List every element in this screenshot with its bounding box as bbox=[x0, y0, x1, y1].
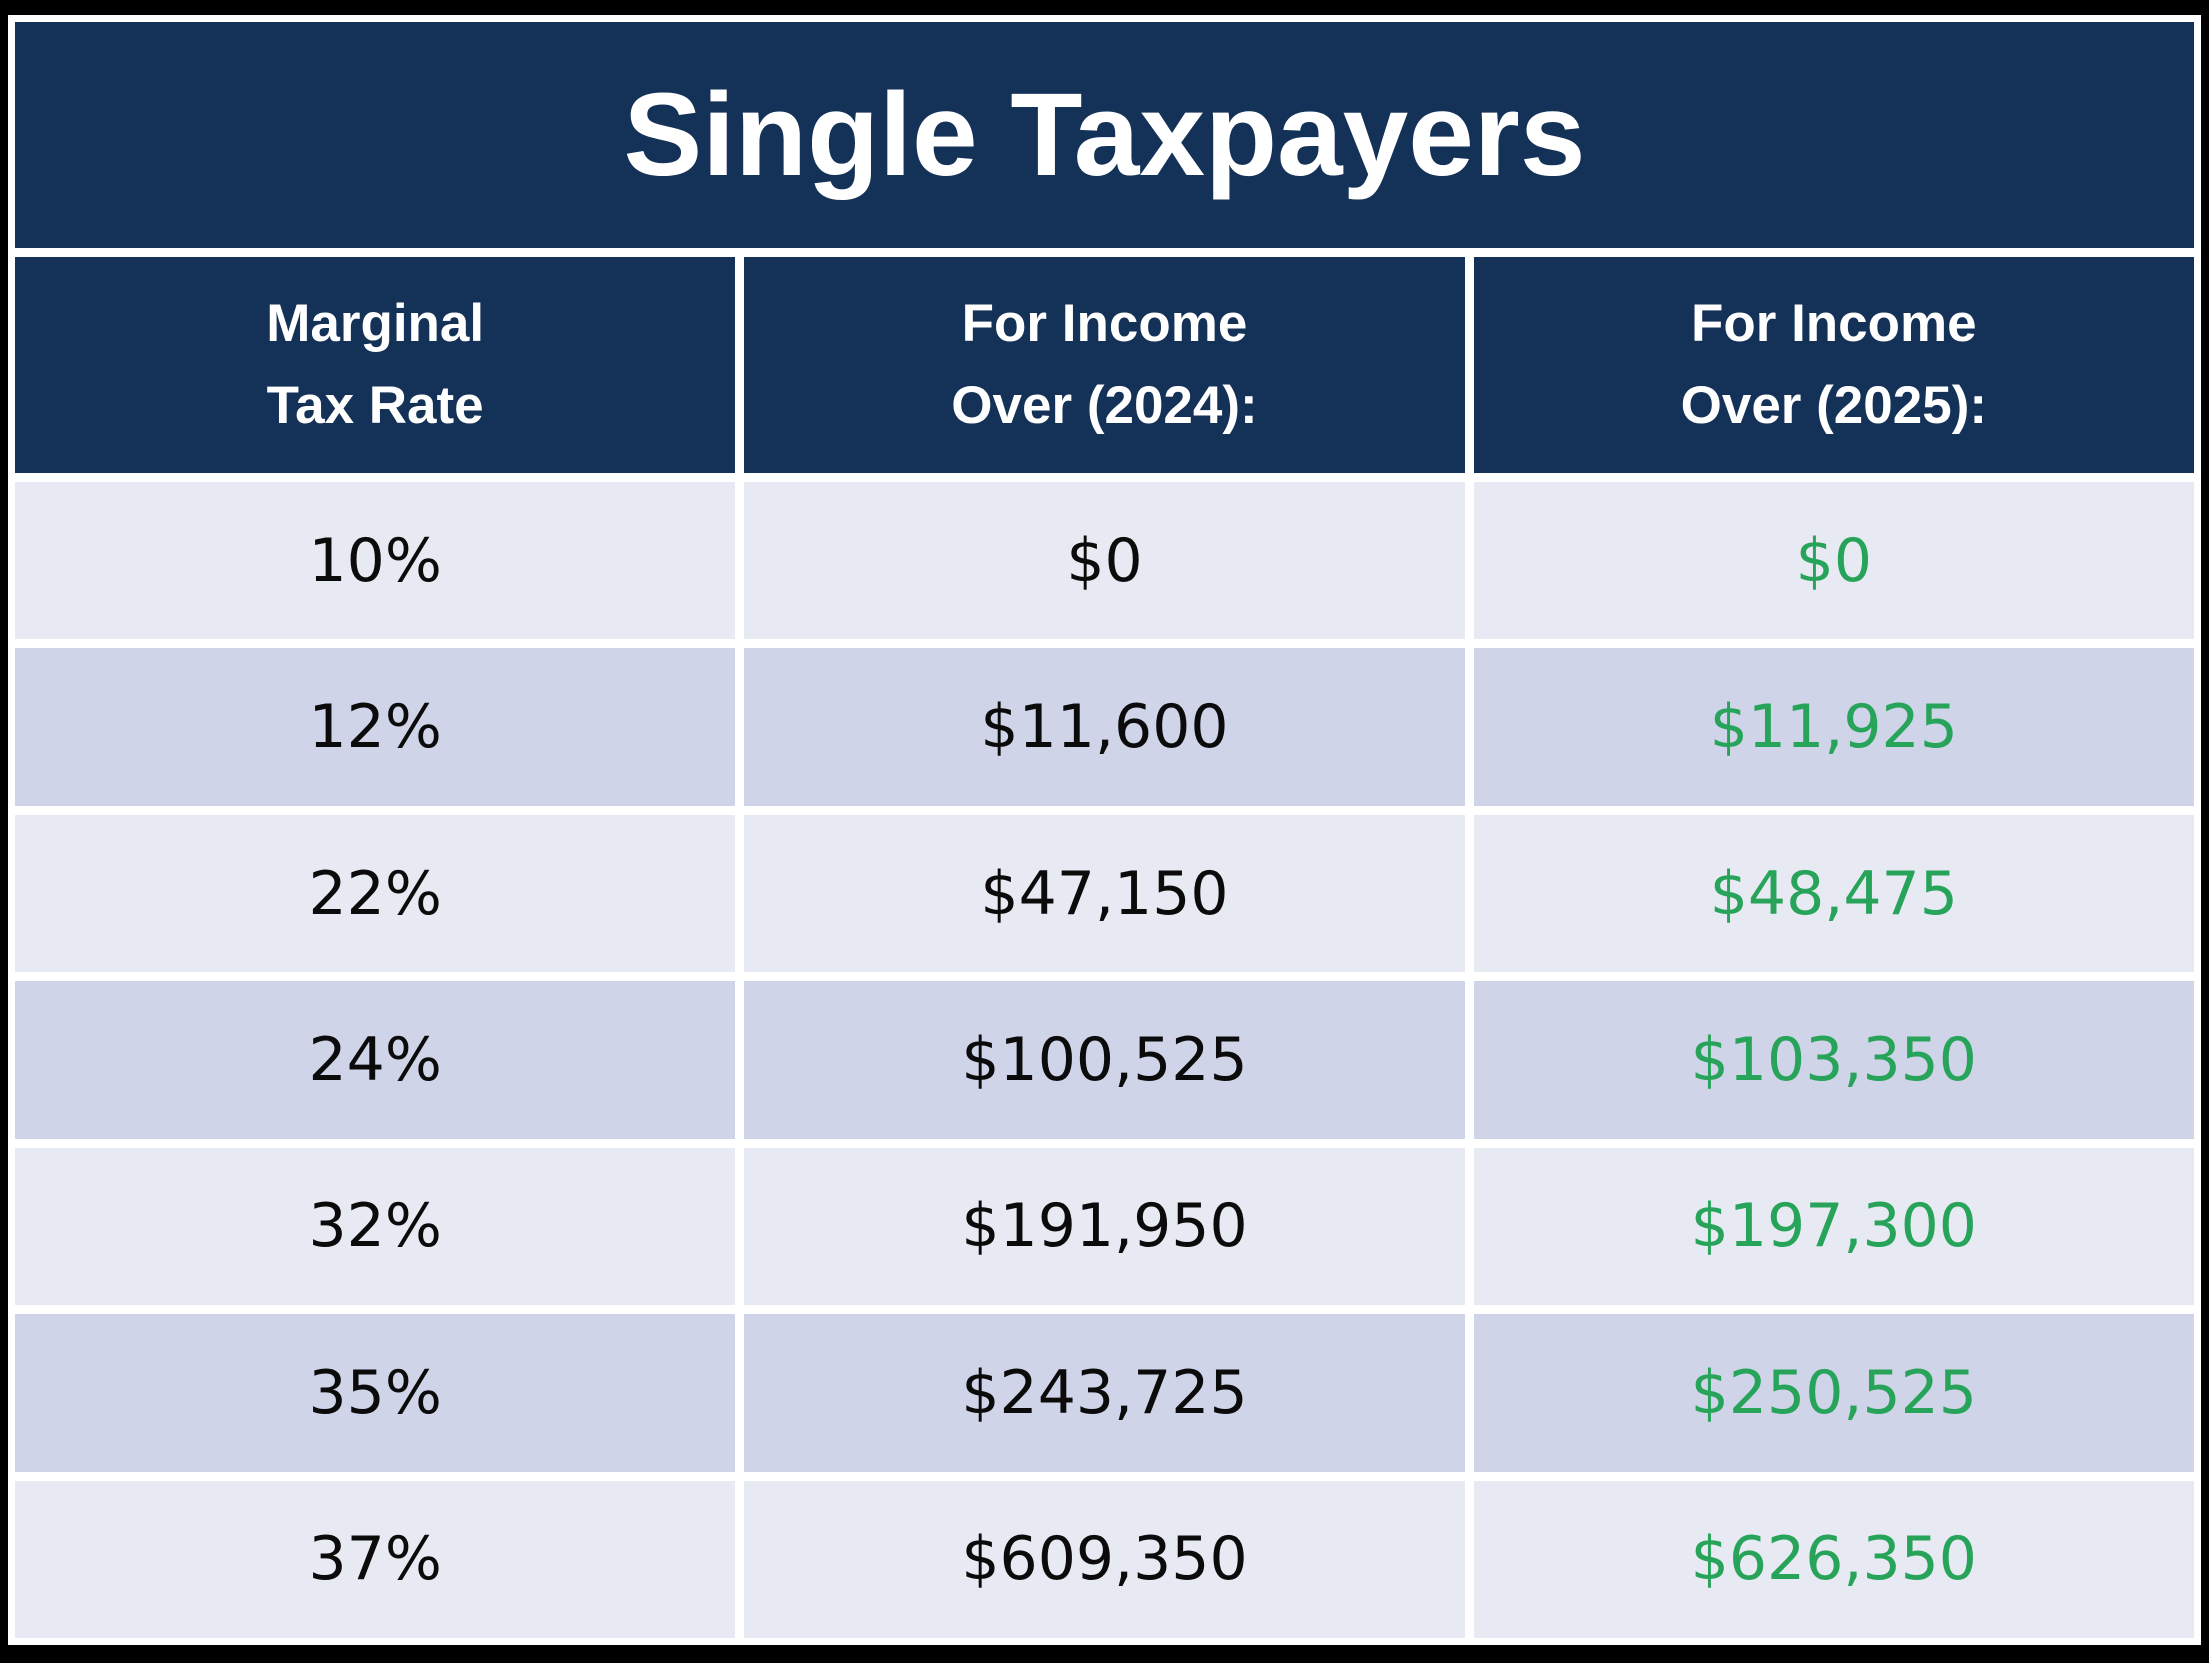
income-2024-cell: $0 bbox=[744, 482, 1465, 640]
rate-cell: 24% bbox=[15, 981, 736, 1139]
rate-cell: 10% bbox=[15, 482, 736, 640]
table-title-bar: Single Taxpayers bbox=[15, 22, 2194, 248]
column-header-income-2024: For Income Over (2024): bbox=[744, 257, 1465, 473]
income-2024-cell: $243,725 bbox=[744, 1314, 1465, 1472]
column-header-marginal-tax-rate: Marginal Tax Rate bbox=[15, 257, 736, 473]
rate-cell: 12% bbox=[15, 648, 736, 806]
income-2025-cell: $48,475 bbox=[1473, 814, 2194, 973]
rate-cell: 22% bbox=[15, 814, 736, 973]
page-title: Single Taxpayers bbox=[623, 69, 1586, 201]
column-header-income-2025: For Income Over (2025): bbox=[1473, 257, 2194, 473]
tax-bracket-table: Single Taxpayers Marginal Tax Rate For I… bbox=[8, 15, 2201, 1645]
income-2025-cell: $0 bbox=[1473, 482, 2194, 640]
income-2025-cell: $11,925 bbox=[1473, 648, 2194, 806]
rate-cell: 35% bbox=[15, 1314, 736, 1472]
rate-cell: 37% bbox=[15, 1480, 736, 1638]
income-2024-cell: $47,150 bbox=[744, 814, 1465, 973]
income-2025-cell: $197,300 bbox=[1473, 1147, 2194, 1306]
rate-cell: 32% bbox=[15, 1147, 736, 1306]
income-2024-cell: $609,350 bbox=[744, 1480, 1465, 1638]
income-2024-cell: $191,950 bbox=[744, 1147, 1465, 1306]
income-2024-cell: $11,600 bbox=[744, 648, 1465, 806]
income-2025-cell: $103,350 bbox=[1473, 981, 2194, 1139]
income-2024-cell: $100,525 bbox=[744, 981, 1465, 1139]
income-2025-cell: $250,525 bbox=[1473, 1314, 2194, 1472]
income-2025-cell: $626,350 bbox=[1473, 1480, 2194, 1638]
